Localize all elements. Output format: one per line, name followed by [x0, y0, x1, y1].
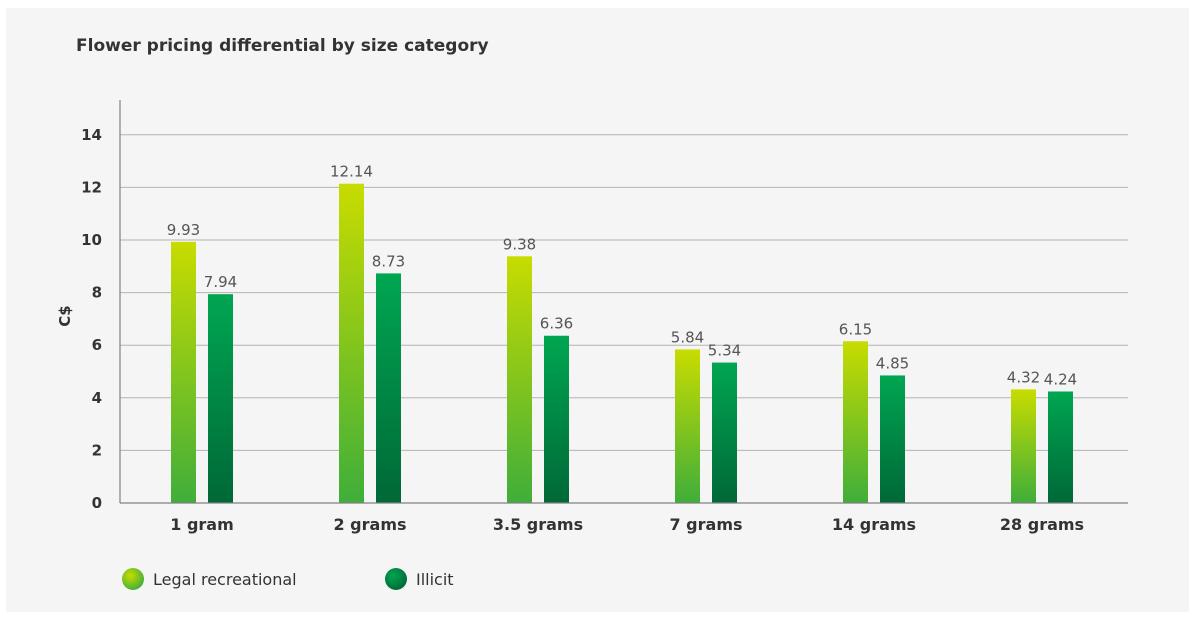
- data-label: 5.34: [708, 342, 741, 360]
- data-label: 9.93: [167, 221, 200, 239]
- bar-legal-recreational-3-5-grams: [507, 256, 532, 503]
- data-label: 4.85: [876, 354, 909, 372]
- y-tick-label: 14: [81, 126, 102, 144]
- data-label: 4.24: [1044, 370, 1077, 388]
- y-tick-label: 12: [81, 178, 102, 196]
- y-tick-label: 8: [92, 284, 102, 302]
- x-tick-label: 3.5 grams: [493, 515, 583, 534]
- y-tick-label: 2: [92, 441, 102, 459]
- x-tick-label: 2 grams: [333, 515, 406, 534]
- bar-illicit-14-grams: [880, 375, 905, 503]
- x-tick-label: 1 gram: [170, 515, 234, 534]
- bar-illicit-1-gram: [208, 294, 233, 503]
- bar-illicit-3-5-grams: [544, 335, 569, 503]
- chart-panel: [6, 8, 1189, 612]
- data-label: 12.14: [330, 163, 373, 181]
- bar-legal-recreational-14-grams: [843, 341, 868, 503]
- x-tick-label: 28 grams: [1000, 515, 1084, 534]
- bar-legal-recreational-2-grams: [339, 183, 364, 503]
- data-label: 4.32: [1007, 368, 1040, 386]
- x-tick-label: 14 grams: [832, 515, 916, 534]
- legend: Legal recreational Illicit: [122, 568, 454, 590]
- bar-illicit-7-grams: [712, 362, 737, 503]
- y-tick-label: 4: [92, 389, 102, 407]
- legend-marker-legal-recreational: [122, 568, 144, 590]
- data-label: 6.15: [839, 320, 872, 338]
- y-tick-label: 6: [92, 336, 102, 354]
- bar-legal-recreational-7-grams: [675, 349, 700, 503]
- y-tick-label: 0: [92, 494, 102, 512]
- data-label: 7.94: [204, 273, 237, 291]
- bar-illicit-28-grams: [1048, 391, 1073, 503]
- data-label: 6.36: [540, 315, 573, 333]
- data-label: 8.73: [372, 252, 405, 270]
- data-label: 5.84: [671, 328, 704, 346]
- y-tick-label: 10: [81, 231, 102, 249]
- x-tick-label: 7 grams: [669, 515, 742, 534]
- legend-label-illicit: Illicit: [416, 570, 454, 589]
- legend-label-legal-recreational: Legal recreational: [153, 570, 297, 589]
- y-axis-label: C$: [56, 305, 74, 326]
- data-label: 9.38: [503, 235, 536, 253]
- bar-illicit-2-grams: [376, 273, 401, 503]
- legend-marker-illicit: [385, 568, 407, 590]
- bar-legal-recreational-28-grams: [1011, 389, 1036, 503]
- bar-legal-recreational-1-gram: [171, 241, 196, 503]
- chart-title: Flower pricing differential by size cate…: [76, 36, 489, 56]
